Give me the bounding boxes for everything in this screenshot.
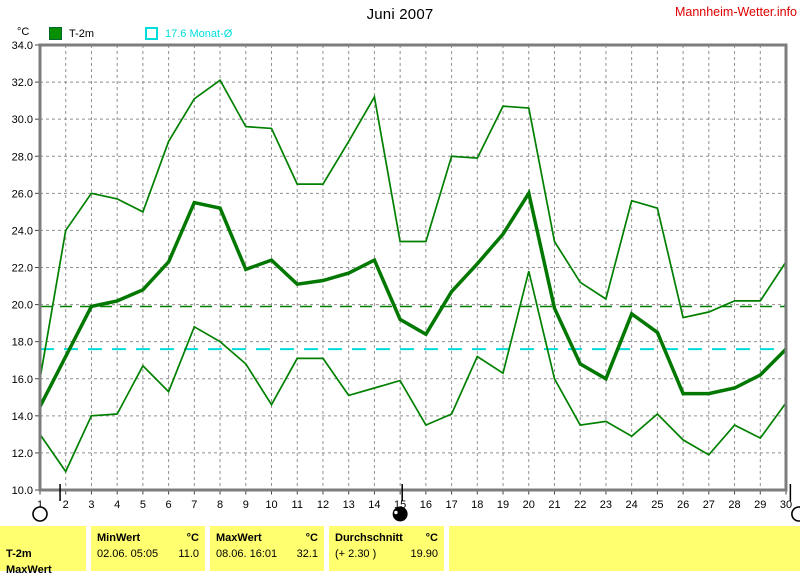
x-tick-label: 12: [317, 499, 329, 511]
chart-title: Juni 2007: [366, 6, 434, 23]
durchschnitt-value: 19.90: [410, 548, 438, 560]
x-tick-label: 29: [754, 499, 766, 511]
axis-ticks: [35, 44, 787, 495]
x-tick-label: 4: [114, 499, 120, 511]
maxwert-datetime: 08.06. 16:01: [216, 548, 278, 560]
minwert-unit: °C: [186, 532, 199, 544]
x-tick-label: 8: [217, 499, 223, 511]
x-tick-label: 20: [523, 499, 535, 511]
x-tick-label: 1: [37, 499, 43, 511]
t2m-legend-swatch-icon: [49, 27, 62, 40]
temperature-series: [38, 78, 788, 474]
t2m-min-line: [39, 270, 787, 474]
y-tick-label: 22.0: [12, 263, 33, 275]
y-tick-label: 30.0: [12, 114, 33, 126]
grid-lines: [40, 45, 786, 490]
y-tick-label: 34.0: [12, 40, 33, 52]
x-tick-label: 25: [651, 499, 663, 511]
empty-column: [449, 526, 800, 571]
x-tick-label: 30: [780, 499, 792, 511]
maxwert-value: 32.1: [296, 548, 318, 560]
y-tick-label: 20.0: [12, 300, 33, 312]
y-tick-label: 14.0: [12, 411, 33, 423]
t2m-max-line: [39, 78, 787, 379]
x-tick-label: 6: [166, 499, 172, 511]
x-tick-label: 5: [140, 499, 146, 511]
x-tick-label: 18: [471, 499, 483, 511]
maxwert-unit: °C: [305, 532, 318, 544]
temperature-chart: 34.0 32.0 30.0 28.0 26.0 24.0 22.0 20.0 18.0 16.0…: [12, 40, 800, 522]
x-tick-label: 21: [548, 499, 560, 511]
x-tick-label: 28: [728, 499, 740, 511]
minwert-value: 11.0: [178, 548, 199, 560]
x-tick-label: 10: [265, 499, 277, 511]
maxwert-header: MaxWert: [216, 532, 262, 544]
y-tick-label: 32.0: [12, 77, 33, 89]
y-tick-label: 18.0: [12, 337, 33, 349]
y-tick-label: 10.0: [12, 485, 33, 497]
x-tick-label: 17: [445, 499, 457, 511]
position-marker-highlight: [394, 510, 398, 515]
y-tick-label: 24.0: [12, 225, 33, 237]
monthly-average-legend-label: 17.6 Monat-Ø: [165, 27, 233, 40]
range-slider-position-marker[interactable]: [392, 506, 408, 522]
durchschnitt-header: Durchschnitt: [335, 532, 403, 544]
parameter-label: T-2m: [6, 548, 32, 560]
x-tick-label: 27: [703, 499, 715, 511]
durchschnitt-deviation: (+ 2.30 ): [335, 548, 377, 560]
x-tick-label: 24: [626, 499, 638, 511]
range-slider-left-handle[interactable]: [32, 506, 48, 522]
x-tick-label: 23: [600, 499, 612, 511]
x-tick-label: 14: [368, 499, 380, 511]
t2m-mean-line: [38, 188, 788, 408]
legend-item-monthly-average: 17.6 Monat-Ø: [145, 27, 232, 40]
x-tick-label: 26: [677, 499, 689, 511]
x-tick-label: 16: [420, 499, 432, 511]
summary-panel: T-2m MaxWert MinWert °C 02.06. 05:05 11.…: [0, 526, 800, 576]
minwert-header: MinWert: [97, 532, 141, 544]
x-tick-label: 11: [292, 499, 303, 511]
x-tick-label: 3: [88, 499, 94, 511]
durchschnitt-column: Durchschnitt °C (+ 2.30 ) 19.90: [329, 526, 444, 571]
x-tick-label: 2: [63, 499, 69, 511]
y-tick-label: 12.0: [12, 448, 33, 460]
axis-labels: 34.0 32.0 30.0 28.0 26.0 24.0 22.0 20.0 18.0 16.0…: [12, 40, 793, 511]
legend-item-t2m: T-2m: [49, 27, 94, 40]
clipped-row-label: MaxWert: [6, 564, 52, 576]
y-tick-label: 28.0: [12, 151, 33, 163]
x-tick-label: 7: [191, 499, 197, 511]
range-slider-right-handle[interactable]: [791, 506, 800, 522]
reference-lines: [40, 305, 786, 351]
plot-border: [38, 43, 788, 492]
x-tick-label: 19: [497, 499, 509, 511]
maxwert-column: MaxWert °C 08.06. 16:01 32.1: [210, 526, 324, 571]
x-tick-label: 13: [343, 499, 355, 511]
minwert-datetime: 02.06. 05:05: [97, 548, 159, 560]
x-tick-label: 22: [574, 499, 586, 511]
x-tick-label: 9: [243, 499, 249, 511]
minwert-column: MinWert °C 02.06. 05:05 11.0: [91, 526, 205, 571]
t2m-legend-label: T-2m: [69, 27, 95, 40]
range-selector: [32, 484, 800, 522]
parameter-column: T-2m MaxWert: [0, 526, 86, 576]
parameter-column-spacer: [6, 531, 80, 546]
y-tick-label: 26.0: [12, 188, 33, 200]
monthly-average-legend-swatch-icon: [145, 27, 158, 40]
site-link[interactable]: Mannheim-Wetter.info: [674, 5, 797, 19]
y-axis-unit-label: °C: [17, 26, 30, 38]
durchschnitt-unit: °C: [425, 532, 438, 544]
y-tick-label: 16.0: [12, 374, 33, 386]
